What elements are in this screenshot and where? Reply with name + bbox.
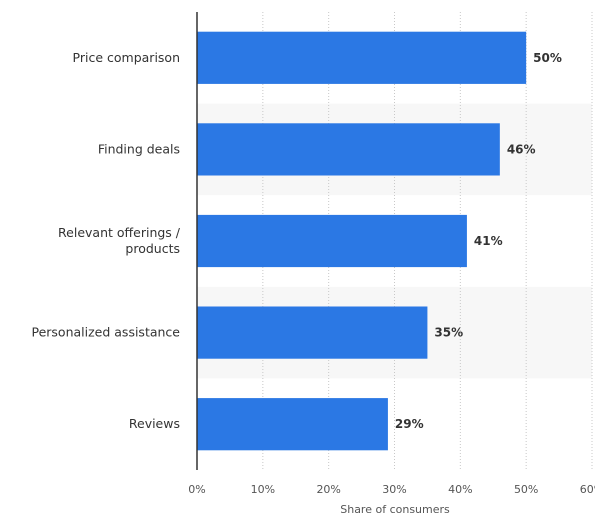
- x-tick-label: 60%: [580, 483, 595, 496]
- category-labels: Price comparison Finding deals Relevant of…: [32, 50, 181, 431]
- x-tick-label: 40%: [448, 483, 472, 496]
- bar: [197, 123, 500, 176]
- x-tick-label: 20%: [316, 483, 340, 496]
- category-label: Reviews: [129, 416, 180, 431]
- value-label: 35%: [434, 326, 463, 340]
- bar: [197, 214, 467, 268]
- x-tick-label: 0%: [188, 483, 205, 496]
- bar: [197, 306, 428, 359]
- bar: [197, 398, 388, 451]
- bars: [197, 31, 527, 451]
- x-axis-title: Share of consumers: [340, 503, 450, 516]
- x-tick-labels: 0% 10% 20% 30% 40% 50% 60%: [188, 483, 595, 496]
- value-label: 29%: [395, 417, 424, 431]
- value-label: 46%: [507, 142, 536, 156]
- category-label: Price comparison: [73, 50, 180, 65]
- category-label: Relevant offerings / products: [58, 225, 181, 256]
- bar: [197, 31, 527, 84]
- value-labels: 50% 46% 41% 35% 29%: [395, 51, 562, 431]
- category-label: Finding deals: [98, 141, 180, 156]
- x-tick-label: 50%: [514, 483, 538, 496]
- value-label: 41%: [474, 234, 503, 248]
- value-label: 50%: [533, 51, 562, 65]
- x-tick-label: 30%: [382, 483, 406, 496]
- x-tick-label: 10%: [251, 483, 275, 496]
- category-label: Personalized assistance: [32, 325, 181, 340]
